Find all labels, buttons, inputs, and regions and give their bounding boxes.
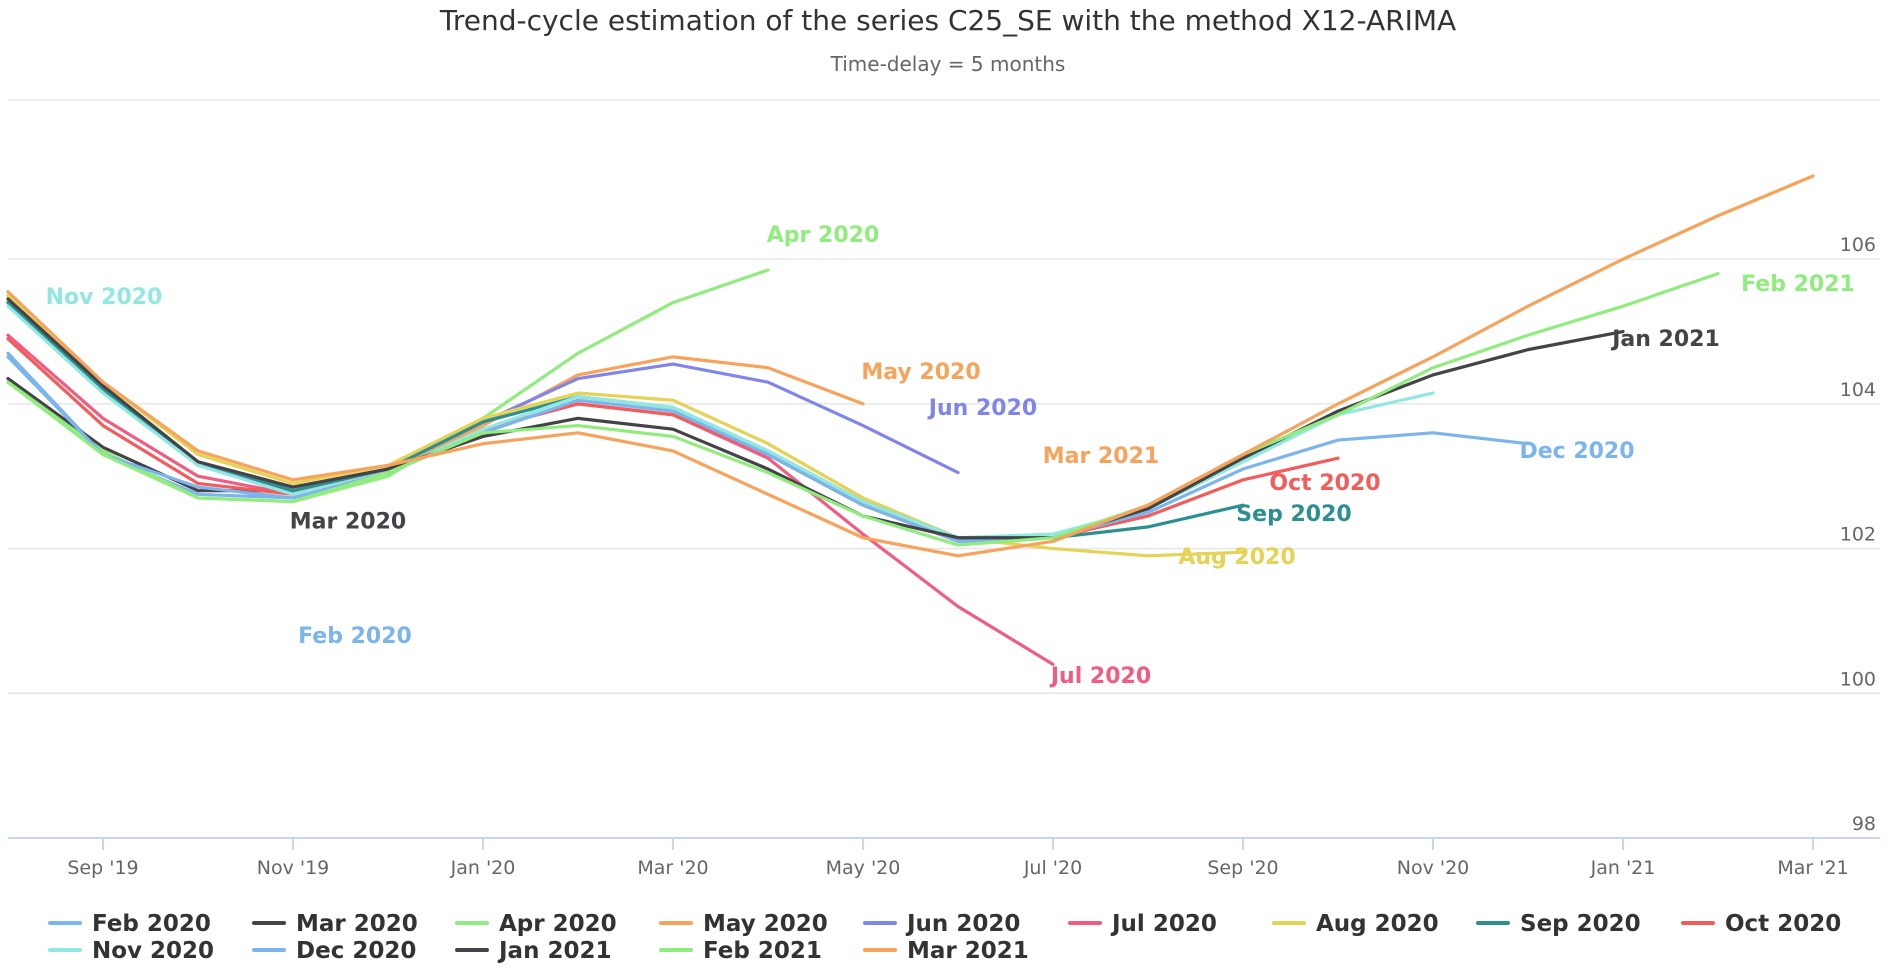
x-tick-label: Jan '21 [1590,857,1656,879]
legend-label: Feb 2020 [92,911,211,937]
series-end-label: Jan 2021 [1610,327,1720,352]
series-line [6,300,1245,540]
legend-item[interactable]: Mar 2020 [252,911,418,937]
series-end-label: Nov 2020 [46,285,163,310]
series-end-label: Aug 2020 [1178,545,1295,570]
legend-item[interactable]: Apr 2020 [455,911,617,937]
series-line [6,337,1340,543]
series-end-label: Apr 2020 [767,223,880,248]
legend-label: Apr 2020 [499,911,617,937]
series-end-label: Jun 2020 [927,396,1037,421]
series-lines [6,174,1815,666]
legend-item[interactable]: Feb 2020 [48,911,211,937]
x-tick-label: Mar '21 [1777,857,1848,879]
legend-label: May 2020 [703,911,828,937]
legend-label: Mar 2021 [907,938,1029,964]
legend-item[interactable]: May 2020 [659,911,828,937]
series-end-label: Oct 2020 [1269,471,1380,496]
legend-item[interactable]: Nov 2020 [48,938,214,964]
series-end-label: Feb 2021 [1741,272,1855,297]
series-line [6,293,1245,558]
legend-label: Jun 2020 [905,911,1020,937]
legend-item[interactable]: Aug 2020 [1272,911,1439,937]
y-axis: 98 100 102 104 106 [1840,234,1876,835]
x-tick-label: Sep '19 [67,857,138,879]
legend-label: Jul 2020 [1110,911,1217,937]
series-line [6,272,1720,547]
legend-label: Dec 2020 [296,938,416,964]
legend-label: Jan 2021 [497,938,611,964]
grid-lines [8,99,1880,695]
x-tick-label: May '20 [826,857,901,879]
series-end-label: Mar 2021 [1043,444,1159,469]
series-end-label: Sep 2020 [1236,502,1351,527]
y-tick-label: 102 [1840,524,1876,546]
legend: Feb 2020 Mar 2020 Apr 2020 May 2020 Jun 2020… [48,911,1841,964]
chart-title: Trend-cycle estimation of the series C25… [439,4,1456,37]
y-tick-label: 104 [1840,379,1876,401]
legend-item[interactable]: Jan 2021 [455,938,611,964]
y-tick-label: 106 [1840,234,1876,256]
series-line [6,300,960,493]
legend-item[interactable]: Oct 2020 [1681,911,1841,937]
x-tick-label: Sep '20 [1207,857,1278,879]
y-tick-label: 100 [1840,668,1876,690]
legend-item[interactable]: Sep 2020 [1476,911,1641,937]
x-tick-label: Jul '20 [1023,857,1082,879]
legend-label: Mar 2020 [296,911,418,937]
legend-label: Sep 2020 [1520,911,1641,937]
x-tick-label: Nov '20 [1397,857,1470,879]
series-end-label: May 2020 [861,360,980,385]
legend-label: Feb 2021 [703,938,822,964]
series-end-label: Jul 2020 [1049,664,1151,689]
y-tick-label: 98 [1852,813,1876,835]
legend-item[interactable]: Feb 2021 [659,938,822,964]
legend-item[interactable]: Jul 2020 [1068,911,1217,937]
legend-label: Nov 2020 [92,938,214,964]
x-tick-label: Jan '20 [450,857,516,879]
chart-subtitle: Time-delay = 5 months [830,52,1066,76]
series-line [6,355,1530,543]
legend-item[interactable]: Mar 2021 [863,938,1029,964]
series-line [6,376,295,493]
legend-label: Oct 2020 [1725,911,1841,937]
series-end-labels: Feb 2020 Mar 2020 Apr 2020 May 2020 Jun 2020… [46,223,1855,689]
x-tick-label: Mar '20 [637,857,708,879]
legend-item[interactable]: Dec 2020 [252,938,416,964]
series-line [6,174,1815,558]
legend-item[interactable]: Jun 2020 [863,911,1020,937]
series-line [6,297,1625,540]
series-end-label: Dec 2020 [1519,439,1634,464]
legend-label: Aug 2020 [1316,911,1439,937]
series-end-label: Feb 2020 [298,624,412,649]
x-axis: Sep '19 Nov '19 Jan '20 Mar '20 May '20 Jul '… [8,837,1880,879]
series-end-label: Mar 2020 [290,510,406,535]
x-tick-label: Nov '19 [257,857,330,879]
